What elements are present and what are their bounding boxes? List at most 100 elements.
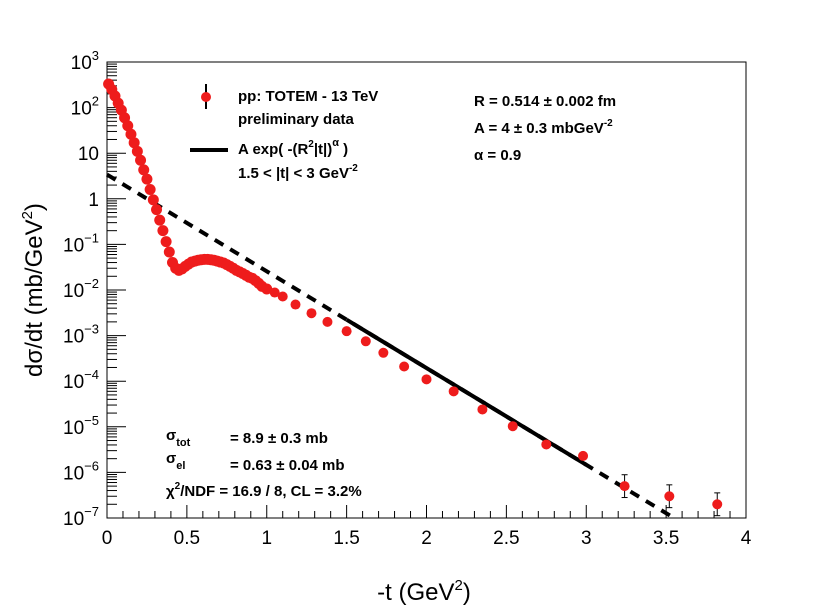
y-tick-exp: −1: [84, 230, 99, 245]
y-title-close: ): [21, 203, 48, 211]
data-point: [541, 439, 552, 450]
data-point-dense: [151, 204, 163, 216]
x-axis-ticks: 0 0.5 1 1.5 2 2.5 3 3.5 4: [102, 505, 752, 549]
y-tick-base: 10: [63, 418, 84, 439]
data-point-dense: [163, 246, 175, 258]
x-tick-label: 3.5: [653, 528, 679, 549]
x-tick-label: 0.5: [174, 528, 200, 549]
data-point: [277, 291, 288, 302]
x-tick-label: 1: [261, 528, 272, 549]
y-tick-label: 103: [71, 48, 99, 74]
param-a-sup: -2: [604, 118, 613, 129]
chi2-sup: 2: [175, 481, 181, 492]
y-tick-exp: −5: [84, 413, 99, 428]
data-point-dense: [125, 128, 137, 140]
x-title-close: ): [463, 579, 471, 606]
chi2-rest: /NDF = 16.9 / 8, CL = 3.2%: [180, 483, 361, 500]
y-tick-exp: −6: [84, 458, 99, 473]
data-point: [421, 374, 432, 385]
data-point-dense: [128, 137, 140, 149]
y-tick-base: 10: [63, 235, 84, 256]
y-tick-base: 10: [63, 509, 84, 530]
data-point-dense: [144, 183, 156, 195]
sigma-el-symbol: σel: [166, 450, 185, 472]
cross-section-stats: σtot = 8.9 ± 0.3 mb σel = 0.63 ± 0.04 mb…: [166, 427, 362, 500]
legend: pp: TOTEM - 13 TeV preliminary data A ex…: [190, 84, 378, 182]
fit-label-sup2: α: [332, 137, 339, 149]
data-point: [341, 326, 352, 337]
data-point-dense: [122, 120, 134, 132]
data-point-dense: [154, 214, 166, 226]
y-tick-label: 1: [88, 190, 99, 211]
data-point: [712, 499, 723, 510]
fit-label-close: ): [339, 141, 348, 158]
data-point: [269, 287, 280, 298]
data-point-dense: [261, 283, 273, 295]
legend-data-label-1: pp: TOTEM - 13 TeV: [238, 88, 378, 105]
data-point: [290, 299, 301, 310]
data-point-dense: [141, 173, 153, 185]
sigma-el-sub: el: [176, 460, 185, 472]
sigma-el-sym: σ: [166, 450, 176, 467]
y-tick-label: 10−5: [63, 413, 99, 439]
data-point: [378, 347, 389, 358]
x-tick-label: 4: [741, 528, 752, 549]
legend-range-label: 1.5 < |t| < 3 GeV-2: [238, 163, 358, 182]
sigma-el-value: = 0.63 ± 0.04 mb: [230, 457, 345, 474]
data-point-dense: [160, 236, 172, 248]
chi2-main: χ: [166, 483, 175, 500]
y-tick-exp: −3: [84, 322, 99, 337]
data-point: [619, 481, 630, 492]
fit-label-main: A exp( -(R: [238, 141, 308, 158]
y-tick-label: 10−4: [63, 367, 99, 393]
param-a: A = 4 ± 0.3 mbGeV-2: [474, 118, 613, 137]
sigma-tot-value: = 8.9 ± 0.3 mb: [230, 430, 328, 447]
x-tick-label: 2: [421, 528, 432, 549]
data-point: [477, 404, 488, 415]
x-tick-label: 2.5: [493, 528, 519, 549]
y-title-main: dσ/dt (mb/GeV: [21, 219, 48, 377]
legend-fit-label: A exp( -(R2|t|)α ): [238, 137, 348, 158]
data-point-dense: [131, 145, 143, 157]
y-tick-label: 10−1: [63, 230, 99, 256]
y-tick-exp: 3: [92, 48, 99, 63]
y-tick-label: 10−3: [63, 322, 99, 348]
y-tick-label: 10: [78, 144, 99, 165]
data-points-layer: [103, 78, 723, 517]
range-main: 1.5 < |t| < 3 GeV: [238, 165, 349, 182]
param-a-main: A = 4 ± 0.3 mbGeV: [474, 120, 604, 137]
x-tick-label: 3: [581, 528, 592, 549]
data-point: [360, 336, 371, 347]
fit-label-mid: |t|): [314, 141, 332, 158]
fit-label-sup1: 2: [308, 139, 314, 150]
data-point-dense: [157, 225, 169, 237]
legend-data-marker: [201, 92, 211, 102]
param-alpha: α = 0.9: [474, 147, 521, 164]
sigma-tot-symbol: σtot: [166, 427, 191, 449]
legend-data-label-2: preliminary data: [238, 111, 355, 128]
range-sup: -2: [349, 163, 358, 174]
plot-frame: [106, 61, 747, 519]
fit-parameters: R = 0.514 ± 0.002 fm A = 4 ± 0.3 mbGeV-2…: [474, 93, 616, 164]
data-point: [664, 491, 675, 502]
data-point: [399, 361, 410, 372]
sigma-tot-sub: tot: [176, 437, 190, 449]
y-tick-label: 10−6: [63, 458, 99, 484]
y-tick-label: 102: [71, 94, 99, 120]
data-point: [507, 421, 518, 432]
x-tick-label: 0: [102, 528, 113, 549]
y-tick-base: 10: [71, 53, 92, 74]
y-tick-exp: −4: [84, 367, 99, 382]
data-point-dense: [135, 154, 147, 166]
y-tick-label: 10−2: [63, 276, 99, 302]
data-point: [578, 450, 589, 461]
chi2-ndf: χ2/NDF = 16.9 / 8, CL = 3.2%: [166, 481, 362, 500]
data-point: [306, 308, 317, 319]
x-title-sup: 2: [455, 577, 463, 594]
y-tick-base: 10: [63, 281, 84, 302]
y-tick-label: 10−7: [63, 504, 99, 530]
y-tick-base: 10: [63, 372, 84, 393]
data-point: [322, 316, 333, 327]
param-r: R = 0.514 ± 0.002 fm: [474, 93, 616, 110]
